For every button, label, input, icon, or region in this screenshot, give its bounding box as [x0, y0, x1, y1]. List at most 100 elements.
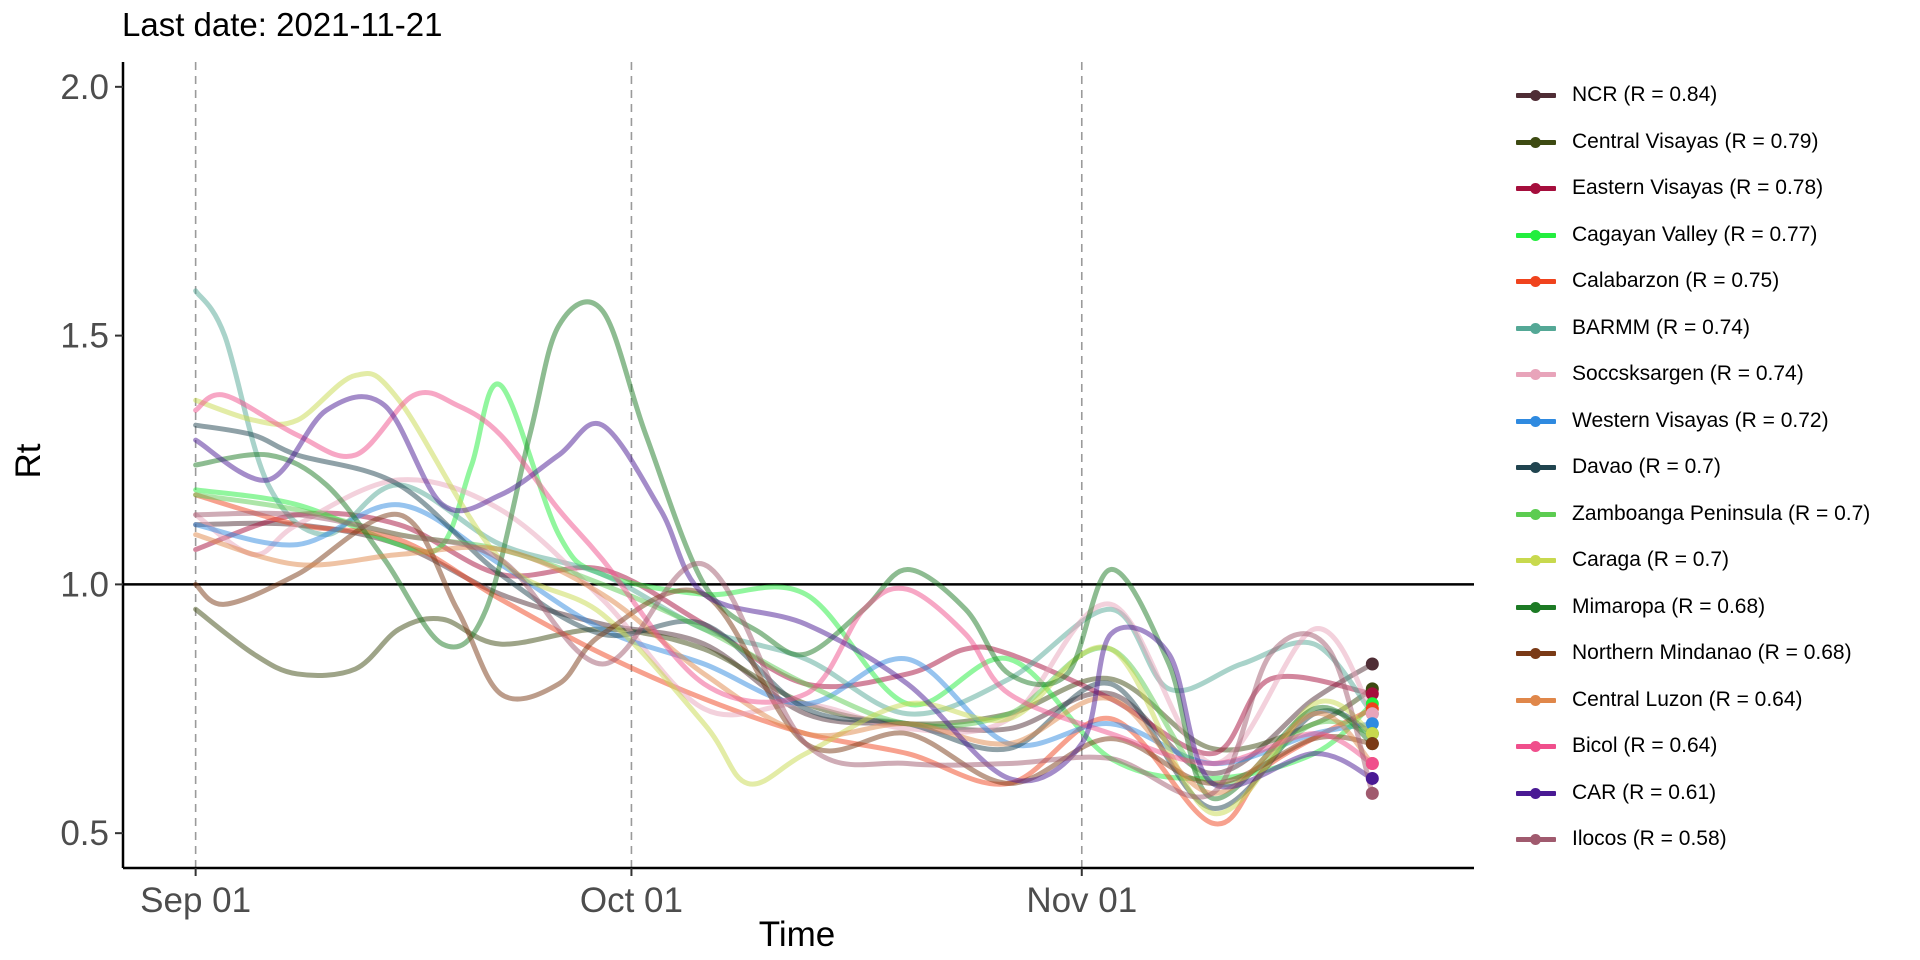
x-tick-label: Nov 01 [1026, 881, 1137, 920]
y-tick-label: 0.5 [60, 814, 109, 853]
legend-item: Bicol (R = 0.64) [1500, 725, 1910, 772]
legend-item: BARMM (R = 0.74) [1500, 307, 1910, 354]
legend-key [1516, 462, 1556, 473]
legend-label: CAR (R = 0.61) [1572, 780, 1717, 804]
legend-item: Central Visayas (R = 0.79) [1500, 121, 1910, 168]
legend-key-dot [1530, 508, 1541, 520]
legend-key-dot [1530, 601, 1541, 613]
legend-key-dot [1530, 834, 1541, 845]
legend: NCR (R = 0.84) Central Visayas (R = 0.79)… [1500, 74, 1910, 865]
legend-key [1516, 601, 1556, 613]
x-tick-label: Sep 01 [140, 881, 251, 920]
series-line-16 [193, 510, 1375, 800]
series-endpoint-10 [1365, 727, 1379, 741]
legend-key [1516, 834, 1556, 845]
legend-item: Cagayan Valley (R = 0.77) [1500, 214, 1910, 261]
legend-item: Mimaropa (R = 0.68) [1500, 586, 1910, 633]
legend-key-dot [1530, 694, 1541, 706]
legend-label: Central Luzon (R = 0.64) [1572, 687, 1803, 711]
legend-label: Central Visayas (R = 0.79) [1572, 129, 1819, 153]
chart-subtitle: Last date: 2021-11-21 [122, 6, 443, 43]
legend-label: Soccsksargen (R = 0.74) [1572, 362, 1804, 385]
legend-key-dot [1530, 648, 1541, 659]
legend-label: Northern Mindanao (R = 0.68) [1572, 641, 1852, 664]
legend-item: Northern Mindanao (R = 0.68) [1500, 632, 1910, 679]
legend-key [1516, 741, 1556, 752]
series-endpoint-0 [1365, 657, 1379, 671]
series-line-10 [193, 371, 1375, 817]
series-line-14 [193, 389, 1375, 767]
legend-key-dot [1530, 462, 1541, 473]
legend-key-dot [1530, 741, 1541, 752]
legend-key-dot [1530, 322, 1541, 334]
legend-key [1516, 276, 1556, 287]
legend-label: Calabarzon (R = 0.75) [1572, 269, 1780, 292]
legend-item: Western Visayas (R = 0.72) [1500, 400, 1910, 447]
legend-key-dot [1530, 183, 1541, 194]
legend-label: Western Visayas (R = 0.72) [1572, 408, 1829, 432]
legend-key [1516, 415, 1556, 427]
legend-label: Cagayan Valley (R = 0.77) [1572, 222, 1818, 246]
legend-key-dot [1530, 276, 1541, 287]
date-reference-lines [194, 62, 1083, 868]
y-tick-label: 1.0 [60, 565, 109, 604]
legend-item: Caraga (R = 0.7) [1500, 539, 1910, 586]
legend-key-dot [1530, 90, 1541, 101]
legend-item: Ilocos (R = 0.58) [1500, 818, 1910, 865]
series-line-2 [193, 510, 1375, 757]
x-tick-label: Oct 01 [580, 881, 683, 920]
legend-label: Mimaropa (R = 0.68) [1572, 594, 1766, 618]
legend-label: Ilocos (R = 0.58) [1572, 827, 1727, 850]
series-endpoint-15 [1365, 771, 1379, 785]
series-endpoints [1365, 657, 1379, 800]
legend-label: Davao (R = 0.7) [1572, 455, 1721, 478]
x-axis-title: Time [759, 915, 835, 954]
legend-key-dot [1530, 555, 1541, 566]
series-endpoint-2 [1365, 687, 1379, 701]
legend-key-dot [1530, 415, 1541, 427]
series-endpoint-6 [1365, 707, 1379, 721]
series-endpoint-12 [1365, 737, 1379, 751]
legend-key [1516, 369, 1556, 380]
legend-key-dot [1530, 369, 1541, 380]
x-axis-ticks: Sep 01 Oct 01 Nov 01 [140, 868, 1137, 920]
legend-label: BARMM (R = 0.74) [1572, 315, 1750, 339]
legend-label: Bicol (R = 0.64) [1572, 734, 1718, 757]
legend-key [1516, 322, 1556, 334]
series-endpoint-14 [1365, 757, 1379, 771]
legend-key-dot [1530, 787, 1541, 799]
legend-key [1516, 694, 1556, 706]
series-endpoint-16 [1365, 786, 1379, 800]
legend-label: Eastern Visayas (R = 0.78) [1572, 176, 1824, 199]
legend-key-dot [1530, 229, 1541, 241]
legend-key [1516, 183, 1556, 194]
legend-item: Soccsksargen (R = 0.74) [1500, 353, 1910, 400]
legend-item: Davao (R = 0.7) [1500, 446, 1910, 493]
legend-item: Zamboanga Peninsula (R = 0.7) [1500, 493, 1910, 540]
series-line-11 [193, 299, 1375, 801]
y-axis-title: Rt [9, 443, 48, 478]
legend-key [1516, 229, 1556, 241]
legend-key [1516, 648, 1556, 659]
legend-item: Central Luzon (R = 0.64) [1500, 679, 1910, 726]
legend-key-dot [1530, 136, 1541, 148]
series-layer [193, 288, 1375, 827]
legend-label: Caraga (R = 0.7) [1572, 548, 1729, 571]
legend-item: Eastern Visayas (R = 0.78) [1500, 167, 1910, 214]
legend-item: Calabarzon (R = 0.75) [1500, 260, 1910, 307]
series-line-15 [193, 394, 1375, 790]
y-tick-label: 2.0 [60, 68, 109, 107]
series-endpoint-7 [1365, 717, 1379, 731]
legend-item: CAR (R = 0.61) [1500, 772, 1910, 819]
legend-label: NCR (R = 0.84) [1572, 83, 1718, 106]
legend-item: NCR (R = 0.84) [1500, 74, 1910, 121]
legend-key [1516, 508, 1556, 520]
legend-key [1516, 136, 1556, 148]
y-tick-label: 1.5 [60, 317, 109, 356]
legend-key [1516, 787, 1556, 799]
y-axis-ticks: 0.5 1.0 1.5 2.0 [60, 68, 123, 853]
legend-key [1516, 90, 1556, 101]
legend-key [1516, 555, 1556, 566]
series-line-1 [193, 606, 1375, 753]
